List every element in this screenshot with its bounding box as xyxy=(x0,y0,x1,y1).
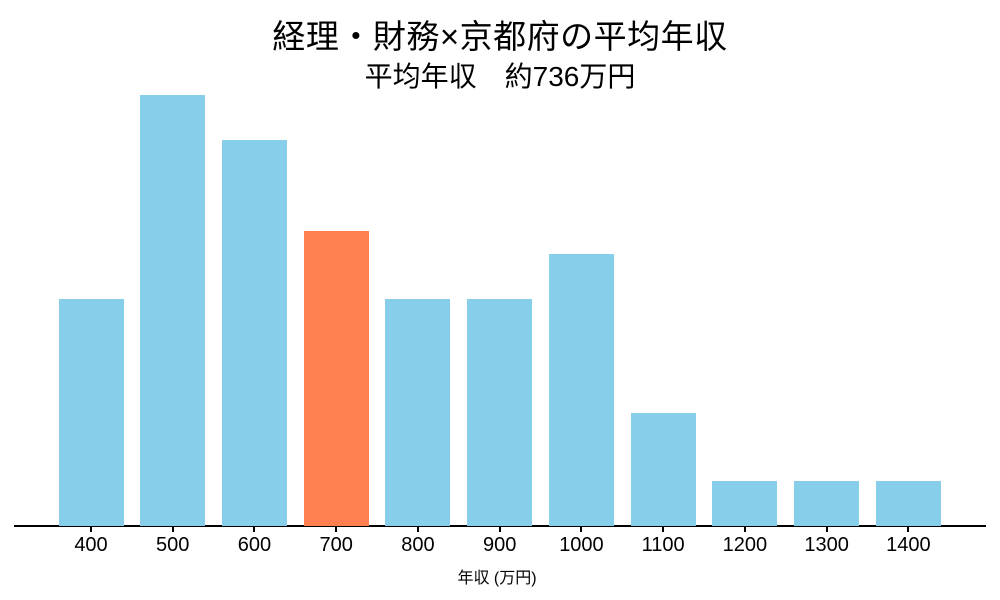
x-axis-line xyxy=(14,525,986,527)
x-tick-label-400: 400 xyxy=(74,534,108,556)
x-tick-label-1000: 1000 xyxy=(559,534,604,556)
x-tick-label-1400: 1400 xyxy=(886,534,931,556)
bar-400 xyxy=(58,299,124,526)
bar-1200 xyxy=(712,480,778,526)
bar-500 xyxy=(140,94,206,526)
bar-1300 xyxy=(794,480,860,526)
bar-800 xyxy=(385,299,451,526)
x-axis-tick-1300 xyxy=(825,527,828,532)
x-axis-tick-700 xyxy=(335,527,338,532)
x-tick-label-1100: 1100 xyxy=(641,534,685,556)
bar-900 xyxy=(467,299,533,526)
x-tick-label-600: 600 xyxy=(237,534,272,556)
x-tick-label-800: 800 xyxy=(401,534,435,556)
x-tick-label-700: 700 xyxy=(319,534,353,556)
x-axis-tick-800 xyxy=(416,527,419,532)
bar-1400 xyxy=(875,480,941,526)
x-axis-tick-1000 xyxy=(580,527,583,532)
x-tick-label-500: 500 xyxy=(156,534,190,556)
x-axis-tick-600 xyxy=(253,527,256,532)
bar-1000 xyxy=(548,253,614,526)
x-tick-label-1200: 1200 xyxy=(722,534,768,556)
x-axis-tick-400 xyxy=(90,527,92,532)
x-axis-tick-1100 xyxy=(662,527,665,532)
chart-title: 経理・財務×京都府の平均年収 xyxy=(272,18,728,55)
x-tick-label-900: 900 xyxy=(483,534,517,556)
chart-subtitle: 平均年収 約736万円 xyxy=(364,61,636,92)
x-axis-tick-500 xyxy=(171,527,174,532)
x-axis-label: 年収 (万円) xyxy=(457,570,537,587)
bar-1100 xyxy=(630,412,696,526)
x-axis-tick-900 xyxy=(498,527,501,532)
x-axis-tick-1200 xyxy=(743,527,746,532)
x-axis-tick-1400 xyxy=(907,527,910,532)
bar-700-highlighted xyxy=(303,230,369,526)
bar-600 xyxy=(221,140,287,526)
x-tick-label-1300: 1300 xyxy=(804,534,849,556)
